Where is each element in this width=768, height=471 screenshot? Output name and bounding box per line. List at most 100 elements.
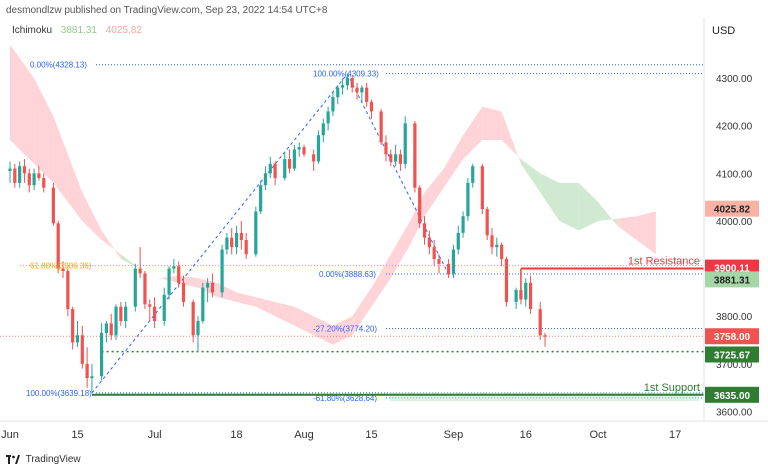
candle: [461, 211, 465, 238]
resistance-label: 1st Resistance: [628, 256, 700, 268]
candle-body: [167, 268, 171, 295]
candle: [471, 163, 475, 188]
candle-body: [119, 306, 123, 321]
candle: [119, 301, 123, 326]
indicator-value-span-b: 4025.82: [105, 25, 142, 36]
fib-label-left: 100.00%(3639.18): [26, 389, 92, 398]
candle-body: [99, 332, 104, 377]
candle: [61, 261, 65, 279]
candle: [504, 256, 509, 307]
fib-label-right: 0.00%(3888.63): [319, 270, 376, 279]
candle: [432, 240, 436, 267]
candle: [85, 347, 89, 388]
cloud-segment: [352, 287, 372, 336]
candle-body: [181, 282, 186, 302]
candle: [162, 287, 166, 326]
candle-body: [461, 216, 465, 233]
cloud-segment: [540, 173, 560, 221]
candle: [355, 82, 359, 100]
cloud-segment: [482, 106, 502, 141]
candle: [297, 142, 301, 157]
candle-body: [336, 87, 340, 98]
candle: [369, 99, 374, 119]
tag-3881: 3881.31: [705, 271, 759, 288]
time-tick-label: Jun: [1, 429, 19, 441]
candle-body: [61, 268, 65, 271]
cloud-segment: [10, 44, 35, 164]
cloud-segment: [294, 306, 314, 336]
fib-label-right: 100.00%(4309.33): [313, 70, 379, 79]
candle-body: [519, 290, 523, 300]
fib-trend-line: [91, 73, 348, 394]
candle-body: [360, 87, 364, 93]
indicator-legend[interactable]: Ichimoku 3881.31 4025.82: [12, 25, 142, 36]
candle: [427, 230, 431, 255]
candle: [456, 225, 460, 255]
candle: [244, 232, 248, 260]
cloud-segment: [313, 316, 333, 345]
price-tick-label: 3800.00: [716, 312, 753, 323]
candle-body: [398, 154, 403, 164]
candle: [538, 301, 542, 341]
candle: [480, 163, 484, 214]
candle: [451, 244, 456, 279]
candle: [312, 149, 316, 171]
candle: [75, 320, 80, 348]
candle: [133, 263, 137, 312]
candle-body: [263, 173, 268, 186]
candle: [191, 299, 195, 343]
candle: [104, 320, 108, 343]
candle: [124, 301, 128, 329]
candle-body: [302, 147, 306, 155]
cloud-segment: [559, 182, 579, 231]
candle: [259, 180, 263, 214]
candle-body: [403, 123, 407, 164]
cloud-segment: [82, 192, 102, 241]
candle-body: [283, 159, 287, 179]
candle: [345, 73, 349, 91]
support-label: 1st Support: [644, 382, 700, 394]
candle-body: [480, 166, 484, 210]
candle-body: [206, 282, 210, 288]
candle: [8, 161, 12, 183]
candle-body: [143, 273, 147, 305]
cloud-segment: [578, 182, 599, 231]
candle-body: [162, 294, 166, 321]
time-axis: Jun 15 Jul 18 Aug 15 Sep 16 Oct 17: [0, 420, 768, 441]
tag-current: 3758.00: [705, 328, 759, 345]
candle: [403, 116, 407, 169]
candle-body: [418, 187, 422, 224]
cloud-segment: [424, 168, 444, 217]
candle: [360, 85, 364, 102]
candle-body: [191, 301, 195, 336]
candle-body: [514, 290, 518, 302]
candle: [143, 270, 147, 310]
candle-body: [471, 166, 475, 183]
candle-body: [451, 249, 456, 275]
price-tick-label: 4200.00: [716, 122, 753, 133]
candle: [485, 206, 489, 241]
candle-body: [312, 154, 316, 162]
candle: [389, 149, 393, 167]
candle: [500, 242, 504, 267]
candle: [418, 185, 422, 229]
cloud-segment: [410, 192, 425, 245]
candle-body: [268, 163, 272, 174]
candle: [340, 78, 345, 95]
candle: [234, 225, 239, 255]
candle-body: [153, 306, 157, 321]
candle: [18, 161, 22, 188]
candle: [196, 316, 200, 352]
candle: [148, 299, 152, 321]
candle: [225, 232, 229, 255]
candle: [543, 332, 547, 347]
candle-body: [22, 166, 27, 174]
candle: [153, 297, 157, 329]
candle: [230, 228, 234, 255]
candle: [42, 173, 46, 193]
currency-label: USD: [712, 25, 736, 37]
cloud-segment: [120, 254, 141, 269]
candle: [528, 275, 533, 314]
candle-body: [71, 309, 75, 343]
